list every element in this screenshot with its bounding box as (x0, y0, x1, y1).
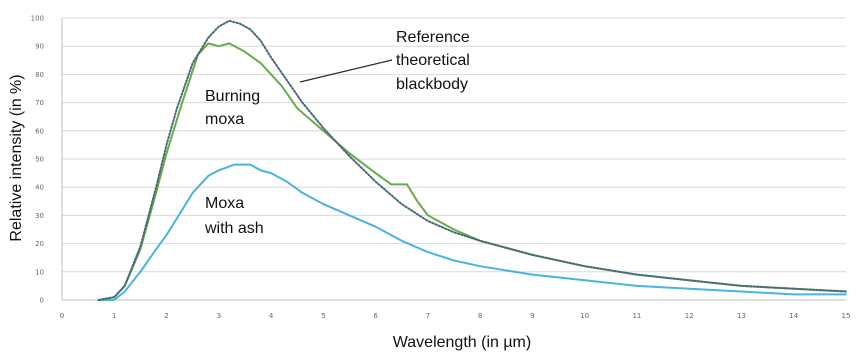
y-tick-label: 50 (35, 156, 44, 164)
x-tick-label: 9 (530, 312, 534, 320)
annotation-reference-line-3: blackbody (396, 76, 468, 93)
annotation-ash-line-2: with ash (204, 220, 264, 237)
x-tick-label: 12 (685, 312, 694, 320)
annotation-reference-line-2: theoretical (396, 52, 470, 69)
series-line-burning-moxa (97, 42, 847, 301)
y-tick-label: 0 (40, 297, 44, 305)
y-tick-label: 40 (35, 184, 44, 192)
series-lines (97, 19, 847, 301)
x-tick-label: 15 (842, 312, 851, 320)
y-tick-label: 60 (35, 127, 44, 135)
annotation-burning-line-1: Burning (205, 88, 260, 105)
annotation-moxa-with-ash: Moxa with ash (204, 195, 264, 237)
x-tick-label: 3 (217, 312, 221, 320)
x-tick-label: 11 (632, 312, 641, 320)
y-tick-label: 100 (31, 15, 44, 23)
x-tick-label: 6 (373, 312, 378, 320)
y-tick-label: 80 (35, 71, 44, 79)
x-tick-label: 0 (60, 312, 64, 320)
y-axis-label: Relative intensity (in %) (8, 74, 25, 241)
annotation-burning-moxa: Burning moxa (205, 88, 265, 128)
y-tick-label: 20 (35, 240, 44, 248)
y-tick-labels: 0 10 20 30 40 50 60 70 80 90 100 (31, 15, 44, 305)
x-tick-label: 1 (112, 312, 116, 320)
x-tick-label: 13 (737, 312, 746, 320)
x-tick-label: 7 (426, 312, 430, 320)
x-tick-label: 5 (321, 312, 325, 320)
reference-leader-line (299, 59, 393, 83)
annotation-burning-line-2: moxa (205, 111, 244, 128)
grid (62, 17, 846, 301)
y-tick-label: 70 (35, 99, 44, 107)
annotation-ash-line-1: Moxa (205, 195, 244, 212)
x-tick-label: 8 (478, 312, 482, 320)
axes (61, 18, 846, 301)
annotation-reference: Reference theoretical blackbody (396, 29, 474, 93)
y-tick-label: 10 (35, 268, 44, 276)
series-line-reference-theoretical-blackbody (97, 19, 847, 301)
x-tick-label: 4 (269, 312, 274, 320)
x-tick-label: 14 (789, 312, 798, 320)
y-tick-label: 30 (35, 212, 44, 220)
x-tick-label: 10 (580, 312, 589, 320)
x-axis-label: Wavelength (in µm) (393, 334, 531, 351)
x-tick-label: 2 (164, 312, 168, 320)
x-tick-labels: 0 1 2 3 4 5 6 7 8 9 10 11 12 13 14 15 (60, 312, 851, 320)
y-tick-label: 90 (35, 43, 44, 51)
series-line-moxa-with-ash (97, 163, 847, 301)
annotation-reference-line-1: Reference (396, 29, 470, 46)
